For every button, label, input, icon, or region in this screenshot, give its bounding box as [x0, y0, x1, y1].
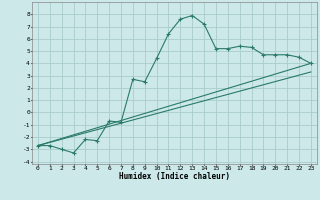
- X-axis label: Humidex (Indice chaleur): Humidex (Indice chaleur): [119, 172, 230, 181]
